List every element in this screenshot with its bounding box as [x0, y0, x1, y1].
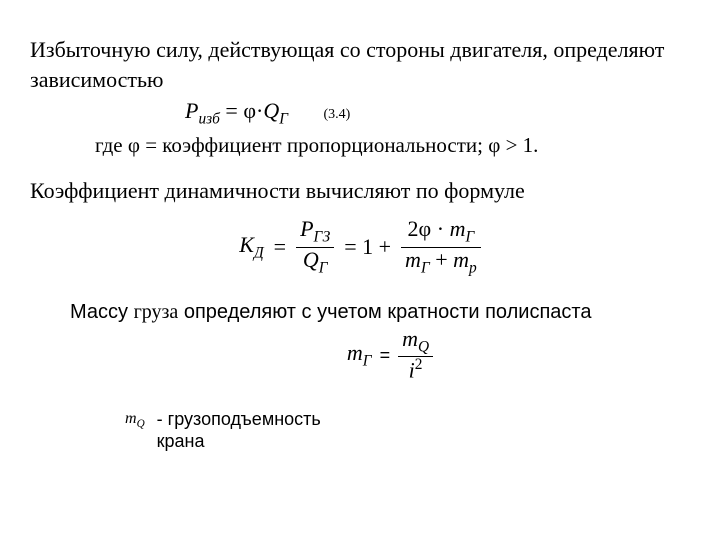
dynamism-paragraph: Коэффициент динамичности вычисляют по фо… — [30, 176, 690, 206]
kd-lhs-sub: Д — [254, 244, 264, 261]
eq-lhs-var: Р — [185, 98, 198, 123]
kd-f1-num-var: P — [300, 216, 313, 241]
eq-lhs-sub: изб — [198, 111, 219, 128]
kd-f2-den-var1: m — [405, 247, 421, 272]
kd-frac2: 2φ · mГ mГ + mp — [401, 217, 481, 277]
kd-mid: = 1 + — [344, 234, 391, 260]
kd-f2-den-sub2: p — [469, 259, 477, 276]
kd-f2-num-var: m — [450, 216, 466, 241]
kd-f1-den-var: Q — [303, 247, 319, 272]
legend-text: - грузоподъемность крана — [157, 408, 357, 453]
kd-frac1: PГЗ QГ — [296, 217, 334, 277]
mg-den-sup: 2 — [415, 356, 423, 373]
mg-frac: mQ i2 — [398, 327, 433, 383]
mass-post: определяют с учетом кратности полиспаста — [178, 301, 591, 323]
kd-eq1: = — [274, 234, 286, 260]
mg-lhs-sub: Г — [363, 352, 372, 369]
mg-eq: = — [380, 345, 391, 366]
eq-label: (3.4) — [324, 107, 351, 122]
kd-f1-num-sub: ГЗ — [314, 229, 331, 246]
kd-f2-num-sub: Г — [465, 229, 474, 246]
eq-op: = — [225, 98, 243, 123]
kd-f1-den-sub: Г — [319, 259, 328, 276]
legend-sym-var: m — [125, 410, 137, 427]
eq-phi: φ· — [243, 98, 263, 123]
kd-formula: КД = PГЗ QГ = 1 + 2φ · mГ mГ + mp — [30, 217, 690, 277]
mg-num-sub: Q — [418, 339, 429, 356]
mass-pre: Массу — [70, 301, 134, 323]
mass-italic: груза — [134, 301, 179, 323]
equation-3-4: Ризб = φ·QГ (3.4) — [185, 98, 690, 128]
mass-paragraph: Массу груза определяют с учетом кратност… — [70, 299, 690, 325]
legend: mQ - грузоподъемность крана — [125, 408, 690, 453]
mg-num-var: m — [402, 326, 418, 351]
where-clause: где φ = коэффициент пропорциональности; … — [95, 133, 690, 158]
intro-paragraph: Избыточную силу, действующая со стороны … — [30, 35, 690, 94]
eq-rhs-sub: Г — [279, 111, 288, 128]
kd-f2-num-pre: 2φ · — [408, 216, 450, 241]
legend-symbol: mQ — [125, 408, 145, 430]
mg-lhs-var: m — [347, 340, 363, 365]
eq-rhs-var: Q — [263, 98, 279, 123]
kd-lhs-var: К — [239, 232, 254, 257]
kd-f2-den-plus: + — [435, 247, 453, 272]
kd-f2-den-var2: m — [453, 247, 469, 272]
legend-sym-sub: Q — [137, 418, 145, 430]
kd-f2-den-sub1: Г — [421, 259, 430, 276]
mg-formula: mГ = mQ i2 — [30, 327, 690, 383]
